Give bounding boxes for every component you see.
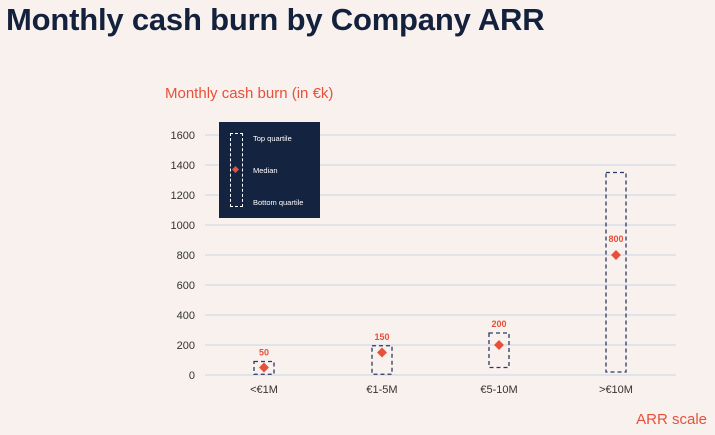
- y-tick-label: 1400: [171, 160, 195, 172]
- legend: Top quartile Median Bottom quartile: [219, 122, 320, 218]
- median-markers: [259, 250, 621, 373]
- x-tick-label: <€1M: [250, 384, 278, 396]
- y-tick-label: 400: [177, 310, 195, 322]
- legend-top-quartile: Top quartile: [253, 134, 292, 143]
- median-value-label: 50: [259, 348, 269, 358]
- quartile-box: [605, 171, 627, 373]
- y-tick-label: 200: [177, 340, 195, 352]
- quartile-box: [253, 360, 275, 375]
- median-marker: [259, 362, 269, 373]
- x-tick-labels: <€1M €1-5M €5-10M >€10M: [250, 384, 633, 396]
- legend-bottom-quartile: Bottom quartile: [253, 198, 304, 207]
- y-axis-label: Monthly cash burn (in €k): [165, 85, 334, 102]
- median-marker: [377, 347, 387, 358]
- median-value-labels: 50 150 200 800: [259, 234, 624, 358]
- quartile-box: [488, 332, 510, 369]
- legend-quartile-box: [230, 133, 243, 207]
- y-tick-label: 0: [189, 370, 195, 382]
- x-tick-label: >€10M: [599, 384, 633, 396]
- x-tick-label: €1-5M: [366, 384, 397, 396]
- legend-median: Median: [253, 166, 278, 175]
- quartile-box: [371, 345, 393, 375]
- x-tick-label: €5-10M: [480, 384, 517, 396]
- quartile-boxes: [253, 171, 627, 375]
- median-value-label: 800: [608, 234, 623, 244]
- y-tick-label: 1600: [171, 130, 195, 142]
- median-value-label: 150: [374, 332, 389, 342]
- y-tick-labels: 0 200 400 600 800 1000 1200 1400 1600: [171, 130, 195, 382]
- median-value-label: 200: [491, 319, 506, 329]
- x-axis-label: ARR scale: [636, 411, 707, 428]
- y-tick-label: 600: [177, 280, 195, 292]
- y-tick-label: 800: [177, 250, 195, 262]
- median-marker: [494, 340, 504, 350]
- y-tick-label: 1200: [171, 190, 195, 202]
- chart-title: Monthly cash burn by Company ARR: [6, 2, 545, 37]
- median-marker: [611, 250, 621, 260]
- y-tick-label: 1000: [171, 220, 195, 232]
